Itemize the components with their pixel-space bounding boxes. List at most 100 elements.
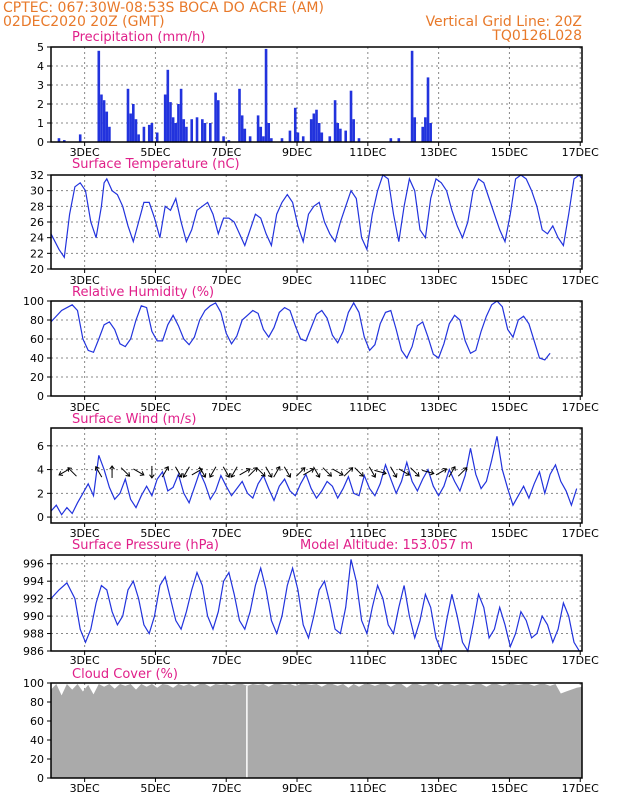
precip-bar bbox=[108, 126, 111, 142]
y-tick-label: 30 bbox=[30, 185, 44, 198]
series-line bbox=[50, 559, 580, 654]
precip-bar bbox=[429, 123, 432, 142]
x-tick-label: 7DEC bbox=[211, 782, 241, 795]
panel-frame bbox=[50, 554, 583, 652]
x-tick-label: 13DEC bbox=[420, 401, 457, 414]
precip-bar bbox=[309, 119, 313, 142]
x-tick-label: 7DEC bbox=[211, 527, 241, 540]
wind-arrow-head bbox=[177, 473, 183, 478]
x-tick-label: 9DEC bbox=[282, 654, 312, 667]
x-tick-label: 11DEC bbox=[349, 401, 386, 414]
panel-5: 0 20 40 60 80 100 3DEC 5DEC 7DEC 9DEC 11DEC 13DEC 15… bbox=[23, 667, 599, 795]
precip-bar bbox=[105, 111, 109, 142]
wind-arrow bbox=[332, 468, 344, 476]
series-line bbox=[50, 174, 583, 259]
y-tick-label: 100 bbox=[23, 677, 44, 690]
wind-arrow bbox=[368, 466, 376, 478]
precip-bar bbox=[315, 109, 318, 142]
wind-arrow-head bbox=[338, 471, 344, 476]
precip-bar bbox=[132, 104, 135, 142]
wind-arrow-head bbox=[300, 467, 306, 472]
precip-bar bbox=[328, 136, 332, 142]
precip-bar bbox=[339, 128, 342, 142]
header-run-id: TQ0126L028 bbox=[491, 28, 582, 44]
x-tick-label: 3DEC bbox=[70, 401, 100, 414]
wind-arrow-head bbox=[429, 470, 435, 476]
wind-arrow-head bbox=[260, 472, 266, 477]
wind-arrow-head bbox=[139, 471, 145, 476]
x-tick-label: 7DEC bbox=[211, 274, 241, 287]
x-tick-label: 11DEC bbox=[349, 782, 386, 795]
x-tick-label: 13DEC bbox=[420, 527, 457, 540]
y-tick-label: 80 bbox=[30, 314, 44, 327]
x-tick-label: 11DEC bbox=[349, 146, 386, 159]
wind-arrow bbox=[390, 466, 397, 478]
panel-title: Precipitation (mm/h) bbox=[72, 30, 205, 45]
precip-bar bbox=[216, 100, 220, 142]
panel-title: Surface Pressure (hPa) bbox=[72, 538, 219, 553]
precip-bar bbox=[209, 123, 212, 142]
panel-title: Surface Temperature (nC) bbox=[72, 157, 240, 172]
precip-bar bbox=[155, 132, 159, 142]
panel-frame bbox=[50, 46, 583, 143]
wind-arrow bbox=[435, 468, 447, 476]
x-tick-label: 5DEC bbox=[140, 146, 170, 159]
x-tick-label: 5DEC bbox=[140, 274, 170, 287]
y-tick-label: 4 bbox=[37, 464, 44, 477]
wind-arrow bbox=[209, 466, 217, 478]
wind-arrow-head bbox=[58, 471, 64, 476]
y-tick-label: 26 bbox=[30, 216, 44, 229]
precip-bar bbox=[256, 115, 260, 142]
x-tick-label: 7DEC bbox=[211, 146, 241, 159]
y-tick-label: 996 bbox=[23, 558, 44, 571]
precip-bar bbox=[62, 140, 66, 142]
wind-arrow bbox=[182, 466, 190, 478]
x-tick-label: 17DEC bbox=[562, 146, 599, 159]
y-tick-label: 32 bbox=[30, 169, 44, 182]
wind-arrow bbox=[58, 468, 70, 476]
wind-arrow-head bbox=[230, 473, 236, 478]
y-tick-label: 986 bbox=[23, 645, 44, 658]
precip-bar bbox=[248, 136, 252, 142]
wind-arrow bbox=[295, 467, 306, 477]
precip-bar bbox=[426, 77, 430, 142]
wind-arrow bbox=[239, 468, 251, 476]
x-tick-label: 3DEC bbox=[70, 654, 100, 667]
x-tick-label: 9DEC bbox=[282, 401, 312, 414]
x-tick-label: 15DEC bbox=[491, 401, 528, 414]
precip-bar bbox=[317, 123, 321, 142]
x-tick-label: 17DEC bbox=[562, 401, 599, 414]
wind-arrow-head bbox=[286, 473, 292, 478]
precip-bar bbox=[150, 123, 154, 142]
x-tick-label: 15DEC bbox=[491, 274, 528, 287]
precip-bar bbox=[100, 94, 103, 142]
panel-frame bbox=[50, 682, 583, 779]
clear-gap bbox=[246, 686, 248, 778]
wind-arrow bbox=[354, 467, 364, 477]
precip-bar bbox=[185, 126, 188, 142]
y-tick-label: 2 bbox=[37, 98, 44, 111]
panel-title: Surface Wind (m/s) bbox=[72, 412, 196, 427]
wind-arrow-head bbox=[164, 466, 170, 471]
panel-4: 986 988 990 992 994 996 3DEC 5DEC 7DEC 9DEC 11DEC 1… bbox=[23, 538, 599, 667]
wind-arrow bbox=[230, 466, 238, 478]
y-tick-label: 60 bbox=[30, 333, 44, 346]
x-tick-label: 5DEC bbox=[140, 782, 170, 795]
precip-bar bbox=[97, 50, 101, 142]
y-tick-label: 0 bbox=[37, 136, 44, 149]
y-tick-label: 4 bbox=[37, 60, 44, 73]
wind-arrow-head bbox=[414, 472, 420, 477]
precip-bar bbox=[259, 126, 263, 142]
x-tick-label: 11DEC bbox=[349, 654, 386, 667]
x-tick-label: 3DEC bbox=[70, 527, 100, 540]
wind-arrow-head bbox=[225, 473, 231, 478]
wind-arrow-head bbox=[462, 467, 468, 472]
wind-arrow bbox=[198, 466, 206, 478]
precip-bar bbox=[397, 138, 401, 142]
x-tick-label: 9DEC bbox=[282, 146, 312, 159]
precip-bar bbox=[126, 88, 130, 142]
wind-arrow-head bbox=[67, 467, 73, 472]
x-tick-label: 15DEC bbox=[491, 146, 528, 159]
precip-bar bbox=[264, 48, 268, 142]
